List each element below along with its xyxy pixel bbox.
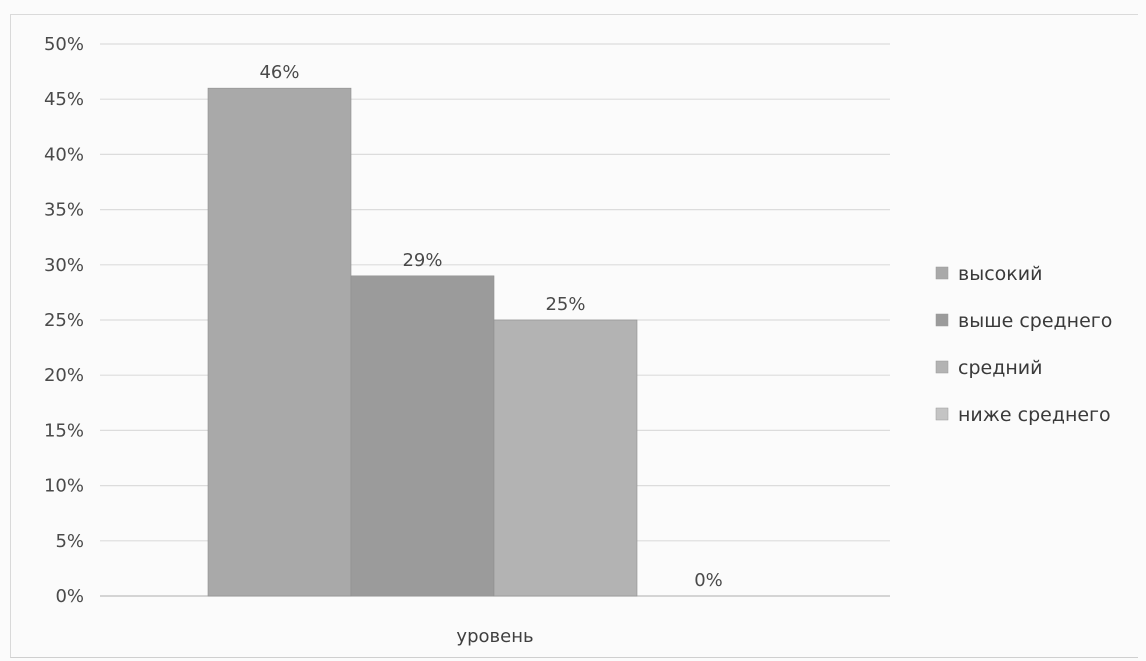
data-labels: 46% 29% 25% 0% (259, 62, 722, 591)
data-label: 29% (402, 250, 442, 271)
legend-label: ниже среднего (958, 404, 1111, 426)
y-tick-label: 35% (44, 200, 84, 221)
chart-frame (10, 14, 1138, 658)
bar-1 (207, 87, 352, 597)
y-tick-label: 30% (44, 255, 84, 276)
x-category-label: уровень (456, 626, 533, 647)
legend-swatch-4 (935, 407, 949, 421)
x-axis: уровень (456, 626, 533, 647)
data-label: 46% (259, 62, 299, 83)
legend: высокий выше среднего средний ниже среднего (935, 263, 1112, 426)
legend-label: высокий (958, 263, 1042, 285)
legend-swatch-3 (935, 360, 949, 374)
y-tick-label: 20% (44, 365, 84, 386)
legend-swatch-1 (935, 266, 949, 280)
y-tick-label: 50% (44, 34, 84, 55)
bars (207, 87, 638, 597)
y-tick-label: 15% (44, 420, 84, 441)
y-tick-label: 45% (44, 89, 84, 110)
bar-2 (350, 275, 495, 597)
data-label: 0% (694, 570, 723, 591)
data-label: 25% (545, 294, 585, 315)
bar-3 (493, 319, 638, 597)
legend-swatch-2 (935, 313, 949, 327)
y-tick-label: 25% (44, 310, 84, 331)
y-tick-label: 40% (44, 144, 84, 165)
legend-label: выше среднего (958, 310, 1112, 332)
y-tick-label: 5% (55, 531, 84, 552)
legend-label: средний (958, 357, 1042, 379)
y-tick-label: 0% (55, 586, 84, 607)
y-axis: 0% 5% 10% 15% 20% 25% 30% 35% 40% 45% 50% (44, 34, 84, 607)
y-tick-label: 10% (44, 476, 84, 497)
